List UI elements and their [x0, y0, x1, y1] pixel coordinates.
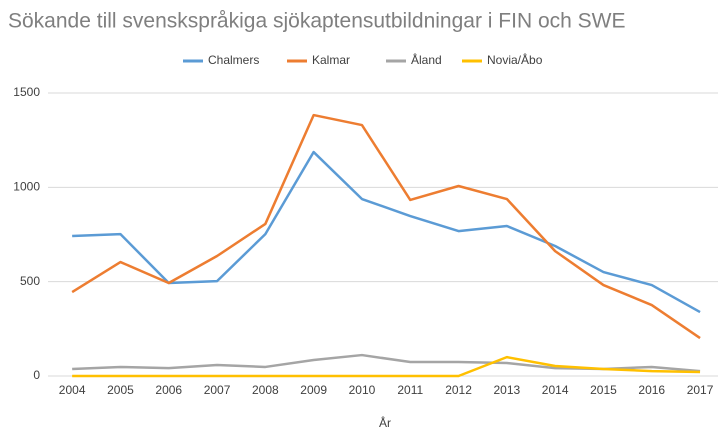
- x-tick-label: 2009: [300, 383, 327, 397]
- series-line: [72, 355, 701, 378]
- x-tick-label: 2013: [493, 383, 520, 397]
- x-tick-label: 2005: [107, 383, 134, 397]
- y-tick-label: 1000: [13, 180, 40, 194]
- legend-label: Kalmar: [312, 53, 350, 67]
- legend-label: Novia/Åbo: [487, 52, 543, 67]
- x-tick-label: 2004: [59, 383, 86, 397]
- x-tick-label: 2008: [252, 383, 279, 397]
- series-line: [72, 150, 701, 314]
- y-tick-label: 1500: [13, 85, 40, 99]
- y-tick-label: 500: [20, 274, 40, 288]
- x-tick-label: 2017: [687, 383, 714, 397]
- x-tick-label: 2007: [204, 383, 231, 397]
- series-line: [71, 113, 701, 340]
- chart-title: Sökande till svenskspråkiga sjökaptensut…: [8, 10, 625, 33]
- x-tick-label: 2016: [638, 383, 665, 397]
- x-tick-label: 2006: [155, 383, 182, 397]
- x-tick-label: 2015: [590, 383, 617, 397]
- x-tick-label: 2012: [445, 383, 472, 397]
- x-tick-label: 2010: [349, 383, 376, 397]
- x-tick-label: 2011: [397, 383, 423, 397]
- y-tick-label: 0: [33, 368, 40, 382]
- x-axis-label: År: [379, 415, 391, 430]
- legend-label: Chalmers: [208, 53, 259, 67]
- legend-label: Åland: [411, 52, 442, 67]
- x-tick-label: 2014: [542, 383, 569, 397]
